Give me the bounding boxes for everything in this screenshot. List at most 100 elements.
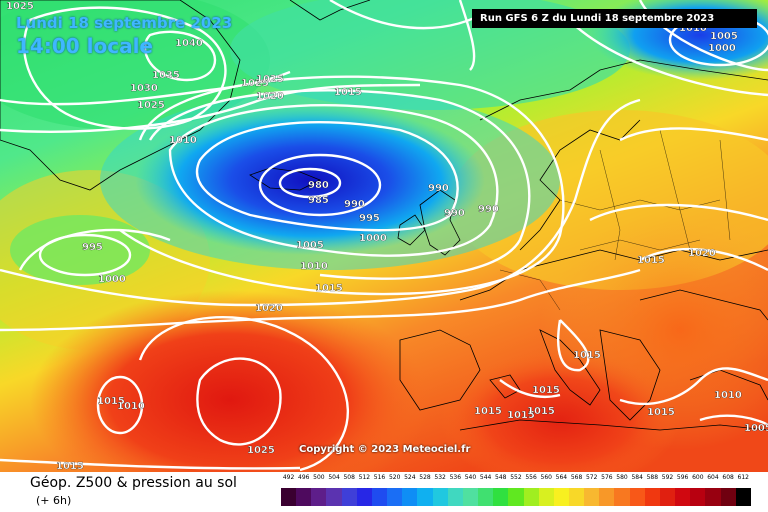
legend-label: 584	[631, 474, 643, 481]
isobar-label-995-a: 995	[359, 213, 380, 224]
isobar-label-1000-b: 1000	[98, 274, 126, 285]
legend-label: 492	[282, 474, 295, 481]
isobar-label-990-b: 990	[444, 208, 465, 219]
legend-swatch	[690, 488, 706, 506]
legend-label: 512	[358, 474, 371, 481]
forecast-offset: (+ 6h)	[36, 494, 72, 507]
legend-label: 548	[495, 474, 507, 481]
legend-label: 564	[555, 474, 568, 481]
isobar-label-1000-ne: 1000	[708, 43, 736, 54]
isobar-label-1020-e: 1020	[688, 248, 716, 259]
legend-swatch	[493, 488, 509, 506]
isobar-label-1025-a: 1025	[241, 78, 269, 89]
isobar-label-1010-a: 1010	[169, 135, 197, 146]
isobar-label-1015-d: 1015	[56, 461, 84, 472]
legend-label: 576	[601, 474, 613, 481]
legend-swatch	[478, 488, 494, 506]
legend-label: 604	[707, 474, 719, 481]
legend-swatch	[659, 488, 676, 506]
legend-swatch	[644, 488, 660, 506]
legend-swatch	[387, 488, 403, 506]
isobar-label-1010-e: 1010	[714, 390, 742, 401]
legend-color-scale	[281, 488, 751, 506]
legend-label: 540	[464, 474, 477, 481]
legend-swatch	[462, 488, 479, 506]
isobar-label-1015-a: 1015	[334, 87, 362, 98]
legend-label: 504	[328, 474, 340, 481]
isobar-label-1020-a: 1020	[256, 91, 284, 102]
isobar-label-1015-c: 1015	[97, 396, 125, 407]
legend-swatch	[296, 488, 312, 506]
isobar-label-985: 985	[308, 195, 329, 206]
isobar-label-1015-h: 1015	[474, 406, 502, 417]
legend-label: 600	[692, 474, 704, 481]
legend-swatch	[553, 488, 569, 506]
isobar-label-1010-b: 1010	[300, 261, 328, 272]
isobar-label-1015-f: 1015	[573, 350, 601, 361]
legend-swatch	[432, 488, 448, 506]
legend-swatch	[281, 488, 297, 506]
legend-label: 520	[388, 474, 401, 481]
legend-label: 552	[510, 474, 522, 481]
legend-label: 612	[737, 474, 749, 481]
isobar-label-990-d: 990	[478, 204, 499, 215]
coastlines	[0, 0, 768, 431]
isobar-label-1025-c: 1025	[137, 100, 165, 111]
legend-label: 528	[419, 474, 431, 481]
legend-label: 572	[585, 474, 598, 481]
isobar-label-1015-i: 1015	[507, 410, 535, 421]
legend-swatch	[720, 488, 736, 506]
isobar-label-1040: 1040	[175, 38, 203, 49]
isobar-label-1025-topleft: 1025	[6, 1, 34, 12]
legend-swatch	[326, 488, 342, 506]
legend-label: 532	[434, 474, 446, 481]
legend-scale-labels: 492 496 500 504 508 512 516 520 524 528 532 536 540 5…	[281, 474, 751, 484]
isobar-label-1010-ne: 1010	[679, 23, 707, 34]
legend-label: 568	[570, 474, 583, 481]
legend-swatch	[735, 488, 751, 506]
legend-label: 536	[449, 474, 462, 481]
model-run-label: Run GFS 6 Z du Lundi 18 septembre 2023	[472, 9, 757, 28]
legend-swatch	[508, 488, 524, 506]
legend-label: 560	[540, 474, 552, 481]
isobar-label-1000-a: 1000	[359, 233, 387, 244]
legend-swatch	[538, 488, 554, 506]
legend-label: 500	[313, 474, 325, 481]
legend-swatch	[629, 488, 645, 506]
isobar-label-1020-b: 1020	[255, 303, 283, 314]
isobars	[0, 0, 768, 470]
legend-label: 544	[479, 474, 492, 481]
legend-swatch	[584, 488, 600, 506]
isobar-label-980: 980	[308, 180, 329, 191]
legend-swatch	[523, 488, 539, 506]
warm-air-mass	[30, 290, 430, 472]
isobar-label-1015-e: 1015	[637, 255, 665, 266]
legend-swatch	[568, 488, 585, 506]
forecast-date: Lundi 18 septembre 2023	[16, 14, 233, 32]
legend-swatch	[417, 488, 433, 506]
legend-swatch	[371, 488, 388, 506]
legend-label: 496	[298, 474, 310, 481]
isobar-label-1035: 1035	[152, 70, 180, 81]
isobar-label-990-a: 990	[428, 183, 449, 194]
isobar-label-1025-b: 1025	[256, 74, 284, 85]
isobar-label-1015-j: 1015	[527, 406, 555, 417]
isobar-label-1005-a: 1005	[296, 240, 324, 251]
isobar-label-1015-k: 1015	[647, 407, 675, 418]
legend-label: 592	[661, 474, 674, 481]
legend-swatch	[311, 488, 327, 506]
legend-swatch	[614, 488, 630, 506]
legend-swatch	[447, 488, 463, 506]
copyright-text: Copyright © 2023 Meteociel.fr	[299, 444, 471, 455]
legend-swatch	[675, 488, 691, 506]
isobar-label-1005-e: 1005	[744, 423, 768, 434]
isobar-label-1015-g: 1015	[532, 385, 560, 396]
isobar-label-1005-ne: 1005	[710, 31, 738, 42]
legend-label: 516	[373, 474, 386, 481]
legend-label: 580	[616, 474, 628, 481]
isobar-label-1030: 1030	[130, 83, 158, 94]
isobar-label-990-c: 990	[344, 199, 365, 210]
legend-label: 556	[525, 474, 537, 481]
